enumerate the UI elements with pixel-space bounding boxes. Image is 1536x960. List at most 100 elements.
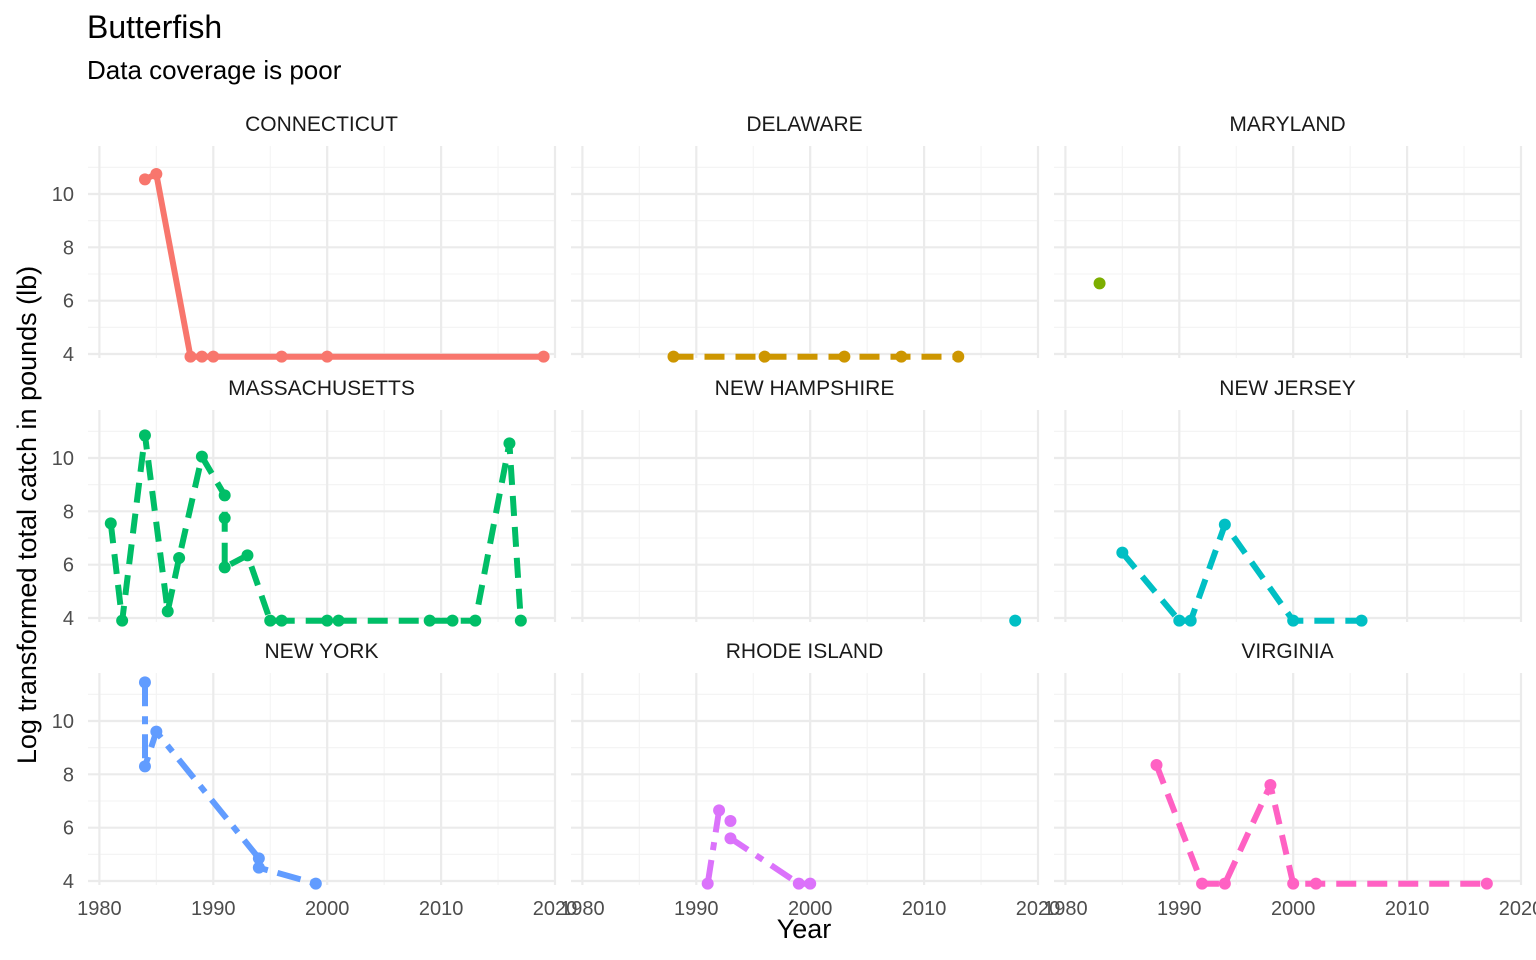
data-point [241,549,254,562]
panel-strip-label: MASSACHUSETTS [228,377,415,400]
data-point [138,173,151,186]
y-tick-label: 10 [52,711,74,733]
data-point [150,725,163,738]
data-point [758,350,771,363]
data-point [321,614,334,627]
y-tick-label: 10 [52,184,74,206]
data-point [423,614,436,627]
data-point [218,489,231,502]
x-tick-label: 1980 [77,898,122,920]
series-line-massachusetts [107,432,524,624]
data-point [1355,614,1368,627]
data-point [724,832,737,845]
data-point [138,429,151,442]
data-point [667,350,680,363]
data-point [1184,614,1197,627]
data-point [116,614,129,627]
data-point [173,552,186,564]
y-tick-label: 8 [63,237,74,259]
data-point [195,350,208,363]
x-tick-label: 2010 [1385,898,1430,920]
x-tick-label: 2020 [1016,898,1061,920]
data-point [218,561,231,574]
y-tick-label: 6 [63,291,74,313]
panel-new-york: NEW YORK 4 6 8 10 1980 1990 2000 2010 2020 [52,640,578,920]
data-point [138,760,151,773]
x-tick-label: 2020 [533,898,578,920]
data-point [1196,877,1209,890]
data-point [332,614,345,627]
panel-maryland: MARYLAND [1054,113,1523,358]
data-point [952,350,965,363]
x-tick-label: 1990 [191,898,236,920]
data-point [207,350,220,363]
panel-massachusetts: MASSACHUSETTS 4 6 8 10 [52,377,557,630]
data-point [804,877,817,890]
y-tick-label: 10 [52,448,74,470]
data-point [1093,277,1106,290]
data-point [446,614,459,627]
y-tick-label: 4 [63,608,74,630]
data-point [218,512,231,524]
chart-title: Butterfish [87,9,222,45]
y-tick-label: 8 [63,501,74,523]
data-point [1218,877,1231,890]
panel-strip-label: NEW JERSEY [1219,377,1356,400]
panel-new-jersey: NEW JERSEY [1054,377,1523,627]
panel-strip-label: MARYLAND [1229,113,1345,136]
x-tick-label: 1980 [1043,898,1088,920]
series-line-rhode-island [704,807,811,887]
panel-virginia: VIRGINIA 1980 1990 2000 2010 2020 [1043,640,1536,920]
chart-subtitle: Data coverage is poor [87,55,342,85]
data-point [150,168,163,180]
x-tick-label: 2000 [305,898,350,920]
data-point [309,877,322,890]
data-point [514,614,527,627]
data-point [838,350,851,363]
x-tick-label: 2010 [419,898,464,920]
data-point [1150,759,1163,771]
x-tick-label: 2000 [788,898,833,920]
panel-rhode-island: RHODE ISLAND 1980 1990 2000 2010 2020 [560,640,1060,920]
panel-strip-label: NEW YORK [265,640,379,663]
y-tick-label: 6 [63,818,74,840]
y-tick-label: 6 [63,555,74,577]
data-point [537,350,550,363]
x-tick-label: 1980 [560,898,605,920]
data-point [275,614,288,627]
x-axis-title: Year [777,914,832,944]
data-point [1287,877,1300,890]
data-point [701,877,714,890]
x-tick-label: 1990 [674,898,719,920]
panel-strip-label: CONNECTICUT [245,113,398,136]
panel-new-hampshire: NEW HAMPSHIRE [571,377,1040,627]
x-tick-label: 2010 [902,898,947,920]
data-point [792,877,805,890]
data-point [1116,546,1129,559]
y-tick-label: 4 [63,344,74,366]
data-point [321,350,334,363]
panel-strip-label: VIRGINIA [1241,640,1333,663]
data-point [252,852,265,865]
series-line-new-jersey [1120,521,1362,624]
y-axis-title: Log transformed total catch in pounds (l… [12,266,42,764]
panel-strip-label: DELAWARE [746,113,862,136]
panel-strip-label: RHODE ISLAND [726,640,884,663]
data-point [1009,614,1022,627]
data-point [1173,614,1186,627]
panel-connecticut: CONNECTICUT 4 6 8 10 [52,113,557,366]
y-tick-label: 8 [63,764,74,786]
data-point [469,614,482,627]
data-point [184,350,197,363]
data-point [1264,779,1277,791]
series-line-new-york [142,682,317,887]
data-point [161,605,174,618]
data-point [1480,877,1493,890]
data-point [713,804,726,817]
data-point [264,614,277,627]
data-point [895,350,908,363]
data-point [1287,614,1300,627]
data-point [195,450,208,463]
data-point [1309,877,1322,890]
panel-strip-label: NEW HAMPSHIRE [715,377,895,400]
